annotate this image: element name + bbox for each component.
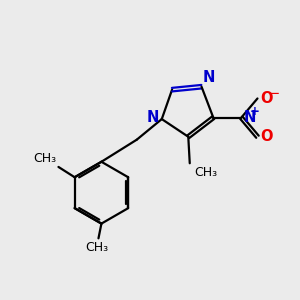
- Text: O: O: [260, 91, 273, 106]
- Text: N: N: [243, 110, 256, 125]
- Text: N: N: [203, 70, 215, 85]
- Text: CH₃: CH₃: [33, 152, 56, 166]
- Text: CH₃: CH₃: [194, 166, 217, 179]
- Text: +: +: [250, 105, 260, 118]
- Text: CH₃: CH₃: [85, 241, 109, 254]
- Text: O: O: [260, 129, 273, 144]
- Text: −: −: [268, 86, 280, 101]
- Text: N: N: [147, 110, 159, 125]
